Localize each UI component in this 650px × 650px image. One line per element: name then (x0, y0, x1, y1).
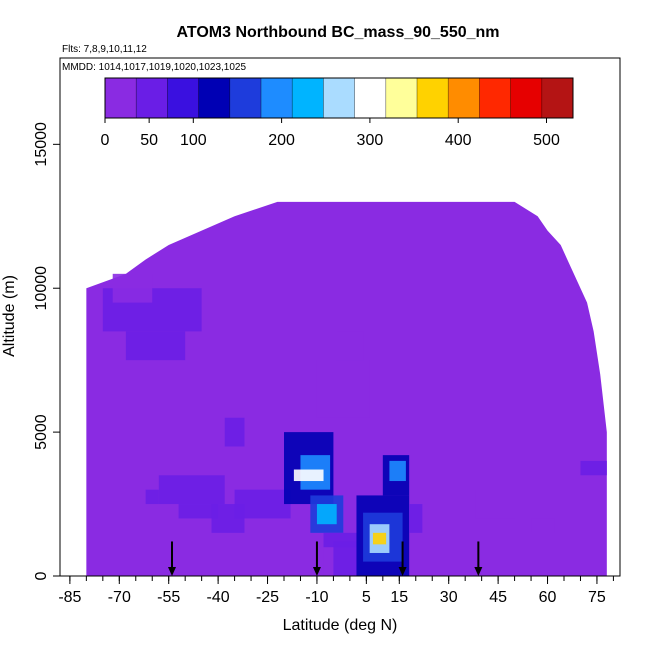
x-tick-label: 60 (539, 589, 557, 606)
heatmap-cell (293, 469, 324, 482)
x-tick-label: -85 (58, 589, 81, 606)
heatmap-cell (316, 504, 337, 525)
colorbar-swatch (448, 78, 480, 118)
colorbar-swatch (541, 78, 574, 118)
heatmap-cell (333, 541, 357, 576)
colorbar-swatch (385, 78, 418, 118)
colorbar-swatch (229, 78, 262, 118)
heatmap-cell (125, 331, 186, 361)
x-tick-label: -40 (207, 589, 230, 606)
x-tick-label: 30 (440, 589, 458, 606)
colorbar-tick-label: 300 (357, 132, 384, 149)
y-axis-label: Altitude (m) (1, 275, 18, 357)
x-tick-label: 75 (588, 589, 606, 606)
y-tick-label: 5000 (33, 414, 50, 450)
heatmap-cell (145, 489, 159, 505)
colorbar-tick-label: 0 (101, 132, 110, 149)
heatmap-cell (580, 460, 607, 476)
x-tick-label: -70 (108, 589, 131, 606)
colorbar-swatch (479, 78, 512, 118)
colorbar-tick-label: 400 (445, 132, 472, 149)
flight-arrow-head (474, 567, 483, 576)
heatmap-cell (372, 532, 387, 545)
colorbar-swatch (105, 78, 137, 118)
heatmap-cell (224, 417, 245, 447)
x-tick-label: -10 (305, 589, 328, 606)
colorbar-swatch (198, 78, 231, 118)
heatmap-cell (336, 331, 364, 361)
heatmap-cell (316, 360, 370, 418)
colorbar-swatch (510, 78, 543, 118)
x-axis-label: Latitude (deg N) (283, 617, 398, 634)
heatmap-cell (178, 504, 219, 519)
colorbar-swatch (292, 78, 324, 118)
colorbar-swatch (354, 78, 387, 118)
colorbar-tick-label: 100 (180, 132, 207, 149)
plot-frame (59, 57, 621, 577)
flight-arrow-head (168, 567, 176, 576)
colorbar-swatch (417, 78, 449, 118)
flight-arrow-head (312, 567, 321, 576)
colorbar-swatch (261, 78, 293, 118)
heatmap-cell (531, 518, 555, 533)
flights-subtitle: Flts: 7,8,9,10,11,12 (62, 44, 147, 55)
dates-subtitle: MMDD: 1014,1017,1019,1020,1023,1025 (62, 62, 246, 73)
x-axis: -85 -70 -55 -40 -25 -10 5 15 30 45 60 75 (58, 576, 614, 606)
colorbar-tick-label: 50 (140, 132, 158, 149)
y-tick-label: 15000 (33, 122, 50, 167)
x-tick-label: 15 (390, 589, 408, 606)
colorbar-tick-label: 500 (533, 132, 560, 149)
colorbar-swatch (136, 78, 168, 118)
colorbar-tick-label: 200 (268, 132, 295, 149)
heatmap-cell (409, 504, 423, 533)
x-tick-label: 45 (489, 589, 507, 606)
heatmap-cell (389, 460, 406, 482)
y-tick-label: 0 (33, 571, 50, 580)
heatmap-cell (475, 489, 515, 519)
heatmap-cells (86, 201, 607, 576)
heatmap-cell (234, 489, 291, 519)
colorbar: 0 50 100 200 300 400 500 (101, 77, 574, 149)
flight-arrows (168, 541, 483, 576)
chart-title: ATOM3 Northbound BC_mass_90_550_nm (176, 24, 499, 41)
flight-arrow-head (398, 567, 407, 576)
colorbar-frame (104, 77, 574, 119)
heatmap-cell (112, 273, 153, 303)
x-tick-label: 5 (362, 589, 371, 606)
x-tick-label: -55 (157, 589, 180, 606)
colorbar-swatch (167, 78, 200, 118)
heatmap-cell (158, 475, 225, 505)
x-tick-label: -25 (256, 589, 279, 606)
y-tick-label: 10000 (33, 266, 50, 311)
y-axis: 0 5000 10000 15000 (33, 122, 60, 580)
colorbar-swatch (323, 78, 356, 118)
